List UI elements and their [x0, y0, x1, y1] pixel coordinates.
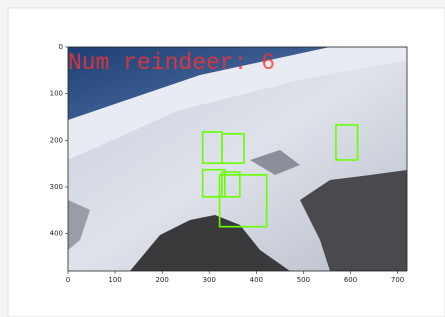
photo [68, 47, 407, 271]
x-tick-label: 0 [66, 276, 70, 284]
x-tick-label: 700 [391, 276, 404, 284]
y-tick-label: 100 [50, 90, 63, 98]
x-tick-label: 300 [203, 276, 216, 284]
x-tick-label: 400 [250, 276, 263, 284]
page: {"chart_data": {"type": "image", "annota… [0, 0, 445, 317]
x-tick-label: 200 [155, 276, 168, 284]
x-tick-label: 600 [344, 276, 357, 284]
y-tick-label: 300 [50, 183, 63, 191]
x-tick-label: 100 [108, 276, 121, 284]
y-tick-label: 200 [50, 136, 63, 144]
y-tick-label: 0 [59, 43, 63, 51]
annotation: Num reindeer: 6 [68, 50, 275, 76]
screenshot: 0 100 200 300 400 500 600 700 0 100 200 300 400 Num r… [0, 0, 445, 317]
y-tick-label: 400 [50, 230, 63, 238]
x-tick-label: 500 [297, 276, 310, 284]
